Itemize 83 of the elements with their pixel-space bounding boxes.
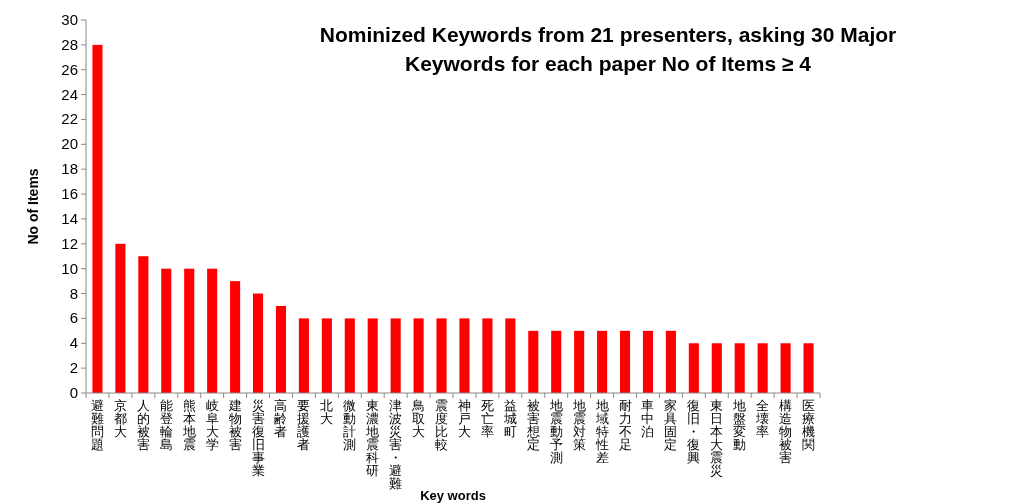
y-tick-label: 2 [69, 359, 78, 377]
x-tick-label: 建物被害 [227, 398, 242, 452]
y-tick-label: 22 [61, 110, 78, 128]
y-tick-label: 8 [69, 284, 78, 302]
y-tick-label: 20 [61, 135, 78, 153]
y-tick-label: 28 [61, 35, 78, 53]
x-tick-label: 医療機関 [802, 398, 816, 452]
x-tick-label: 津波災害・避難 [389, 398, 403, 491]
x-tick-label: 避難問題 [90, 398, 104, 452]
bar [642, 330, 654, 393]
y-tick-label: 6 [69, 309, 78, 327]
x-tick-label: 耐力不足 [618, 398, 632, 452]
bar [321, 318, 332, 393]
bar [436, 318, 447, 393]
y-tick-label: 16 [61, 185, 78, 203]
x-tick-label: 能登輪島 [159, 398, 173, 452]
text: Nominized Keywords from 21 presenters, asking 30 Major Keywords for each paper No of Items ≥ 4 [318, 22, 898, 77]
x-tick-label: 被害想定 [525, 398, 540, 452]
bar [207, 268, 218, 393]
y-tick-label: 12 [61, 234, 78, 252]
x-tick-label: 人的被害 [136, 398, 150, 452]
x-tick-label: 微動計測 [343, 398, 357, 452]
x-tick-label: 益城町 [502, 398, 517, 439]
x-tick-label: 鳥取大 [411, 398, 426, 439]
bar [505, 318, 516, 393]
bar [528, 330, 539, 393]
x-tick-label: 震度比較 [435, 398, 449, 452]
bar [619, 330, 631, 393]
bar [734, 343, 745, 393]
x-tick-label: 復旧・復興 [687, 398, 701, 465]
y-tick-label: 18 [61, 160, 78, 178]
bar [390, 318, 401, 393]
y-tick-label: 0 [69, 384, 78, 401]
bar [757, 343, 768, 393]
bar [161, 268, 172, 393]
bar [344, 318, 355, 393]
bar [780, 343, 791, 393]
bar [574, 330, 585, 393]
y-tick-label: 26 [61, 60, 78, 78]
bar [803, 343, 814, 393]
x-tick-label: 災害復旧事業 [251, 398, 265, 478]
x-tick-label: 全壊率 [755, 398, 770, 439]
x-tick-label: 高齢者 [274, 398, 288, 439]
bar [597, 330, 608, 393]
bar [551, 330, 562, 393]
x-axis-title: Key words [420, 488, 486, 503]
x-tick-label: 家具固定 [664, 398, 678, 452]
x-tick-label: 地震対策 [571, 398, 586, 452]
bar [367, 318, 378, 393]
bar [482, 318, 493, 393]
x-tick-label: 神戸大 [457, 398, 471, 439]
bar [298, 318, 309, 393]
x-tick-label: 北大 [320, 398, 334, 426]
y-tick-label: 30 [61, 11, 78, 28]
x-tick-label: 岐阜大学 [205, 398, 219, 452]
bar [92, 44, 103, 393]
x-tick-label: 地域特性差 [594, 398, 609, 465]
bar [230, 281, 241, 393]
y-tick-label: 24 [61, 85, 78, 103]
bar [184, 268, 195, 393]
x-tick-label: 東濃地震科研 [365, 398, 380, 478]
x-tick-label: 地盤変動 [732, 398, 747, 452]
x-tick-label: 構造物被害 [779, 398, 793, 465]
y-tick-label: 10 [61, 259, 78, 277]
bar [115, 243, 126, 393]
bar [138, 256, 149, 393]
x-tick-label: 地震動予測 [548, 398, 563, 465]
bar [665, 330, 676, 393]
x-tick-label: 車中泊 [641, 398, 655, 439]
y-axis-title: No of Items [25, 168, 41, 245]
bar [275, 305, 287, 393]
bar [711, 343, 722, 393]
y-tick-label: 14 [61, 209, 78, 227]
x-tick-label: 要援護者 [297, 398, 311, 452]
x-tick-label: 熊本地震 [181, 398, 196, 452]
bar [459, 318, 470, 393]
y-tick-label: 4 [69, 334, 78, 352]
bar [413, 318, 424, 393]
x-tick-label: 東日本大震災 [710, 398, 724, 478]
x-tick-label: 京都大 [113, 398, 127, 439]
bar [688, 343, 699, 393]
x-tick-label: 死亡率 [480, 398, 494, 439]
bar [252, 293, 264, 393]
